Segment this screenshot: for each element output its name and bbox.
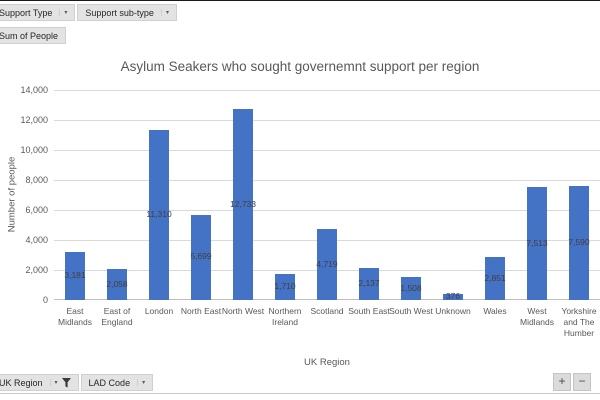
y-tick-label: 12,000 xyxy=(20,114,48,125)
bar-data-label: 7,590 xyxy=(568,237,590,248)
bar-data-label: 4,719 xyxy=(316,258,338,269)
gridline xyxy=(54,150,600,151)
chevron-down-icon: ▾ xyxy=(137,379,145,386)
y-tick-label: 6,000 xyxy=(25,204,48,215)
field-button-lad-code[interactable]: LAD Code ▾ xyxy=(80,374,154,391)
bar-west-midlands xyxy=(527,187,547,300)
x-category-label: Wales xyxy=(483,306,507,316)
bar-northern-ireland xyxy=(275,274,295,300)
field-button-label: Sum of People xyxy=(0,30,59,41)
y-tick-label: 0 xyxy=(42,294,48,305)
bar-south-west xyxy=(401,277,421,300)
expand-entire-field-button[interactable]: + xyxy=(553,373,571,391)
bar-data-label: 2,851 xyxy=(484,272,506,283)
y-tick-label: 4,000 xyxy=(25,234,48,245)
plot-area: 3,181 2,058 11,310 5,699 12,733 1,710 4,719 2,1… xyxy=(54,90,600,302)
bar-data-label: 7,513 xyxy=(526,237,548,248)
x-category-label: North East xyxy=(180,306,222,316)
field-button-label: Support Type xyxy=(0,7,53,18)
bar-east-midlands xyxy=(65,252,85,300)
x-category-label: East of England xyxy=(101,306,133,328)
collapse-entire-field-button[interactable]: − xyxy=(573,373,591,391)
x-category-label: South East xyxy=(348,306,390,316)
pivot-field-buttons-bottom: UK Region ▾ LAD Code ▾ xyxy=(0,374,155,391)
bar-east-of-england xyxy=(107,269,127,300)
field-button-support-type[interactable]: Support Type ▾ xyxy=(0,4,76,21)
bar-scotland xyxy=(317,229,337,300)
field-button-support-sub-type[interactable]: Support sub-type ▾ xyxy=(77,4,177,21)
bar-data-label: 3,181 xyxy=(64,270,86,281)
x-category-label: London xyxy=(144,306,174,316)
field-button-sum-of-people[interactable]: Sum of People xyxy=(0,27,67,44)
x-category-labels: East Midlands East of England London North … xyxy=(54,306,600,352)
window-bottom-border xyxy=(0,393,600,394)
y-tick-label: 2,000 xyxy=(25,264,48,275)
field-button-label: LAD Code xyxy=(88,377,131,388)
x-category-label: Yorkshire and The Humber xyxy=(561,306,597,339)
bar-north-east xyxy=(191,214,211,300)
x-category-label: Unknown xyxy=(435,306,471,316)
field-button-label: UK Region xyxy=(0,377,43,388)
field-button-label: Support sub-type xyxy=(85,7,154,18)
gridline xyxy=(54,90,600,91)
gridline xyxy=(54,120,600,121)
x-category-label: East Midlands xyxy=(57,306,93,328)
x-category-label: Northern Ireland xyxy=(268,306,302,328)
chevron-down-icon: ▾ xyxy=(59,9,67,16)
bar-data-label: 5,699 xyxy=(190,251,212,262)
chart-title: Asylum Seakers who sought governemnt sup… xyxy=(120,59,480,74)
bar-data-label: 2,137 xyxy=(358,277,380,288)
bar-data-label: 376 xyxy=(445,291,461,302)
bar-unknown xyxy=(443,294,463,300)
y-tick-label: 10,000 xyxy=(20,144,48,155)
chevron-down-icon: ▾ xyxy=(49,379,58,386)
bar-south-east xyxy=(359,267,379,300)
bar-data-label: 12,733 xyxy=(230,198,256,209)
gridline xyxy=(54,210,600,211)
gridline xyxy=(54,180,600,181)
chevron-down-icon: ▾ xyxy=(160,9,169,16)
pivot-value-button-row: Sum of People xyxy=(0,27,68,44)
bar-north-west xyxy=(233,109,253,300)
y-tick-label: 8,000 xyxy=(25,174,48,185)
x-axis-title: UK Region xyxy=(304,357,350,368)
bar-data-label: 11,310 xyxy=(146,209,172,220)
bar-data-label: 1,710 xyxy=(274,281,296,292)
y-tick-label: 14,000 xyxy=(20,84,48,95)
x-category-label: North West xyxy=(221,306,265,316)
bar-yorkshire-and-the-humber xyxy=(569,186,589,300)
x-category-label: West Midlands xyxy=(519,306,555,328)
x-category-label: South West xyxy=(389,306,433,316)
bar-data-label: 2,058 xyxy=(106,278,128,289)
x-category-label: Scotland xyxy=(310,306,344,316)
y-tick-labels: 0 2,000 4,000 6,000 8,000 10,000 12,000 14,000 xyxy=(0,0,50,400)
pivot-field-buttons-top: Support Type ▾ Support sub-type ▾ xyxy=(0,4,179,21)
window-top-border xyxy=(0,0,600,1)
bar-wales xyxy=(485,257,505,300)
field-button-uk-region[interactable]: UK Region ▾ xyxy=(0,374,79,391)
bar-london xyxy=(149,130,169,300)
filter-funnel-icon xyxy=(61,377,71,388)
bar-data-label: 1,508 xyxy=(400,282,422,293)
